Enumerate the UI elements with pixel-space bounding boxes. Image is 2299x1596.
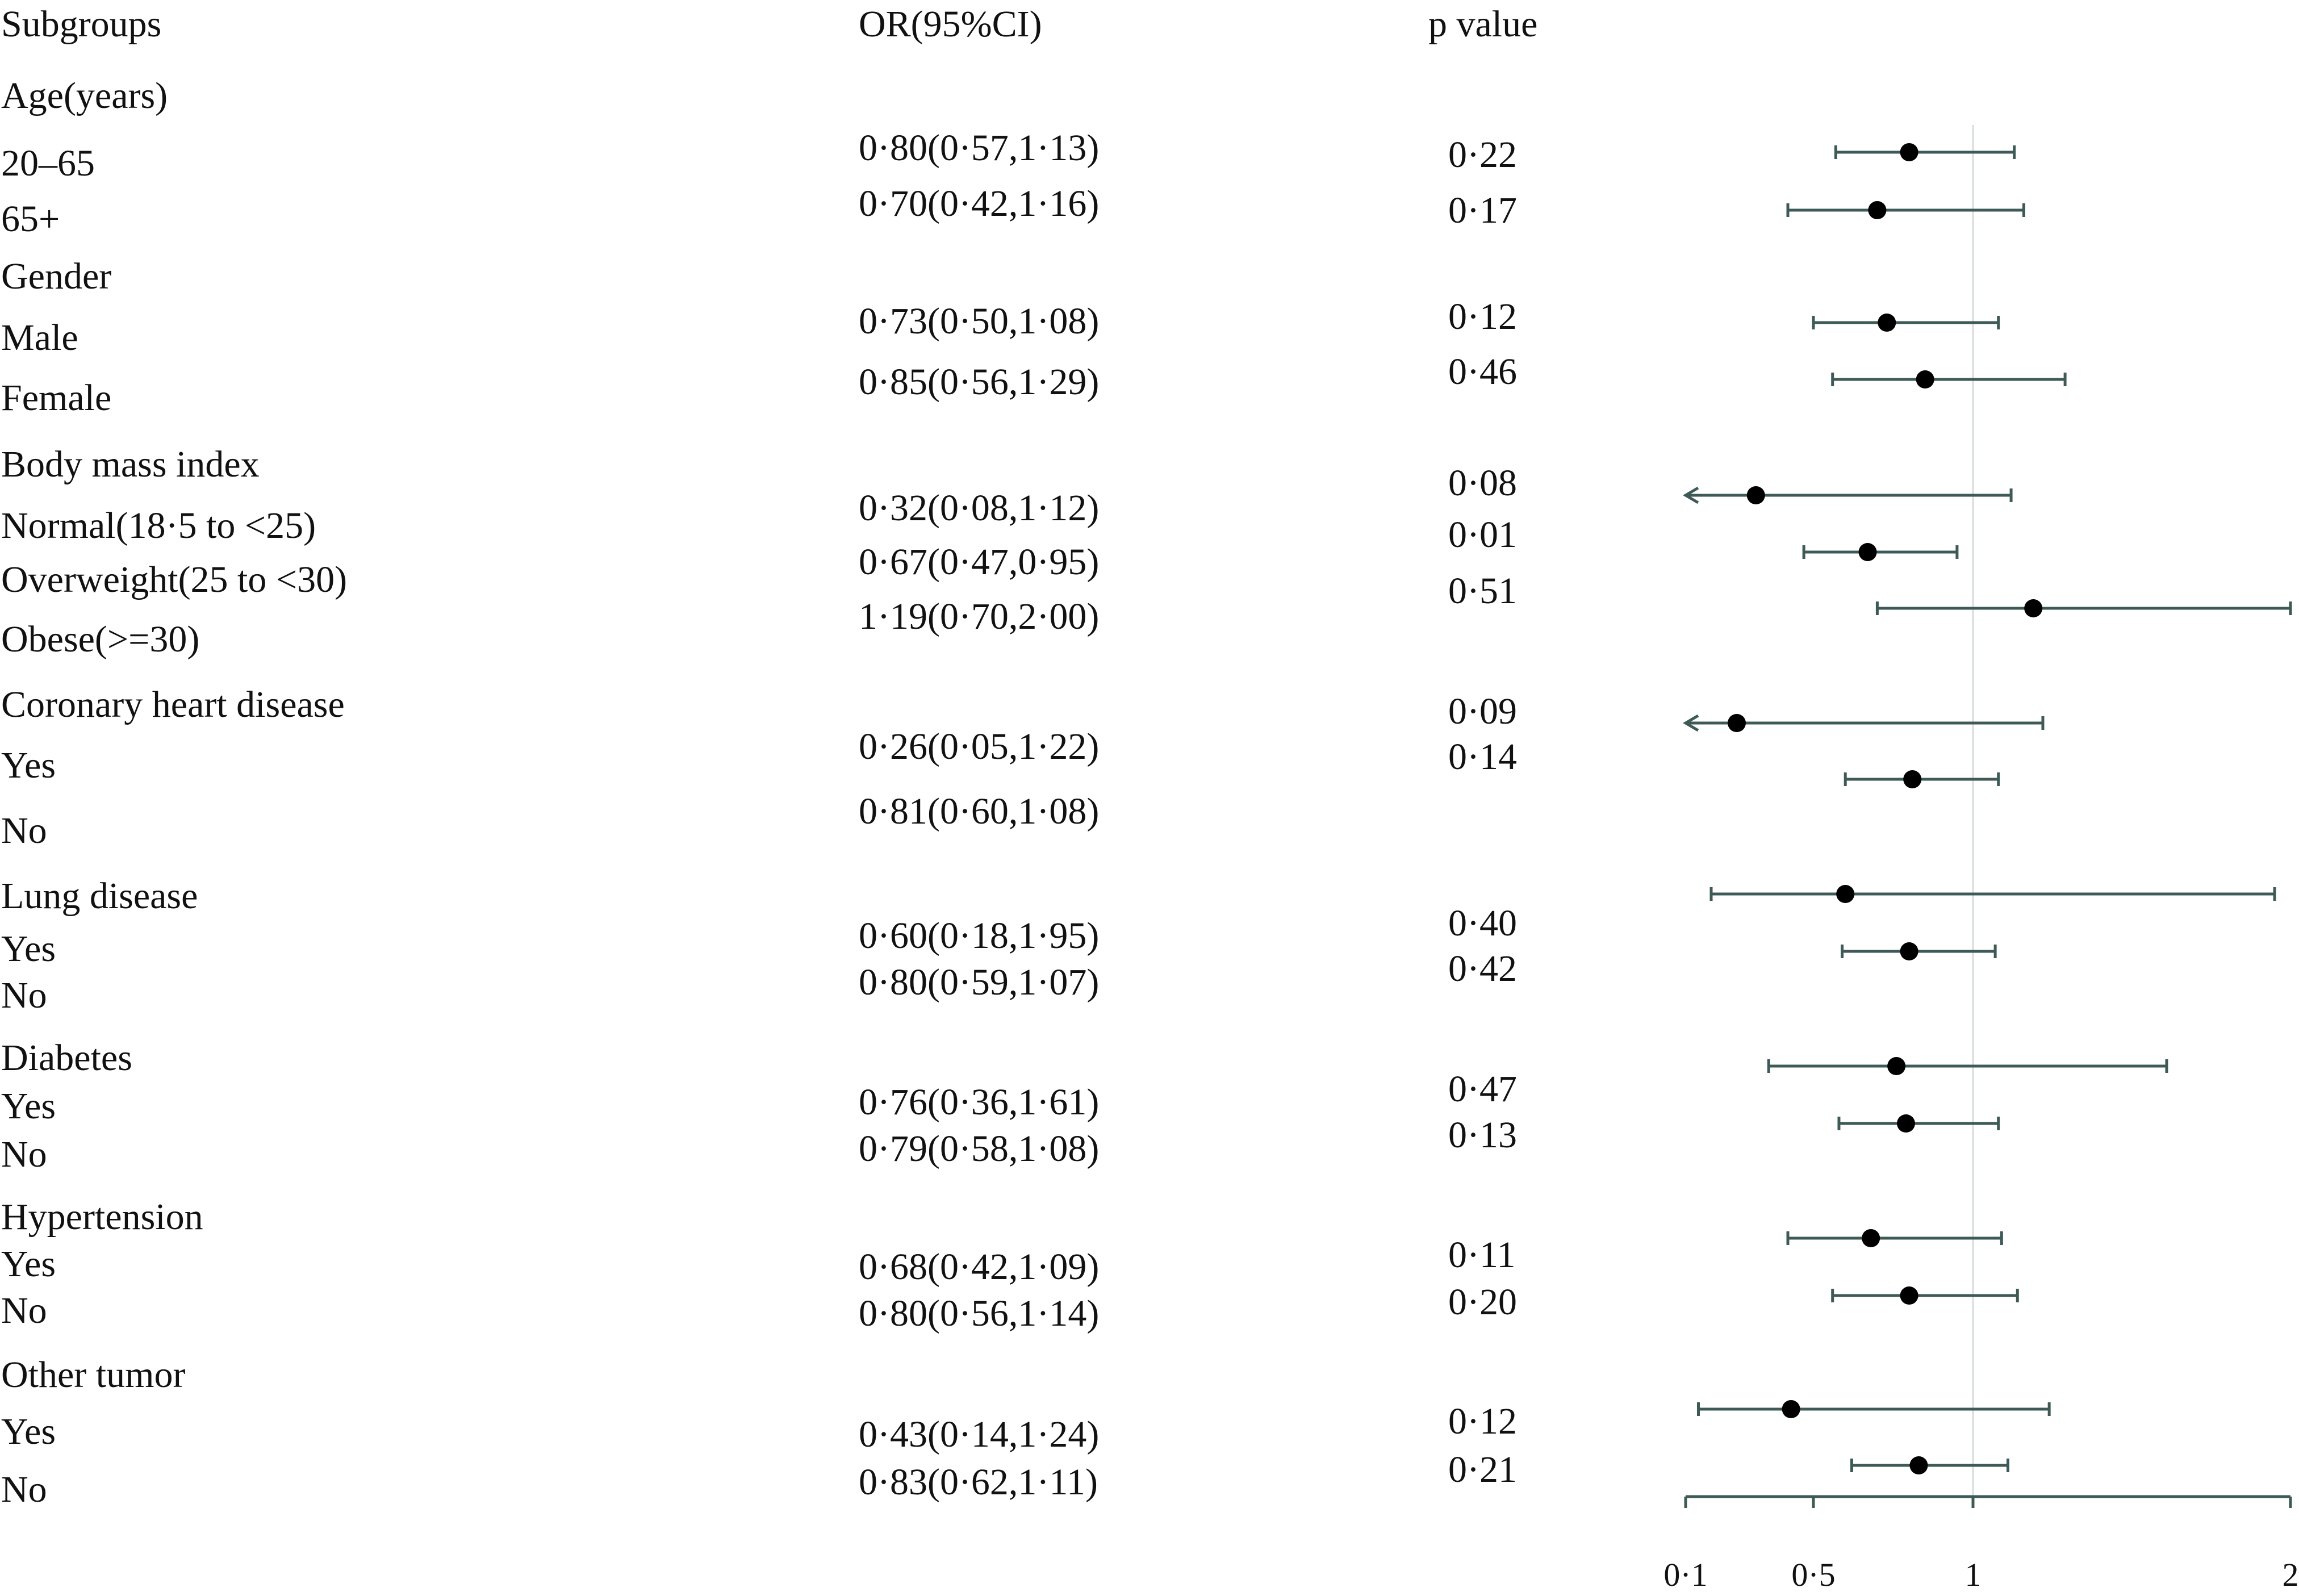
row-or-ci: 0·76(0·36,1·61): [859, 1081, 1100, 1123]
row-label: No: [1, 1290, 47, 1331]
point-estimate: [1900, 942, 1918, 960]
point-estimate: [1836, 885, 1855, 903]
row-p-value: 0·46: [1448, 351, 1517, 392]
row-label: Female: [1, 377, 112, 419]
group-title-diabetes: Diabetes: [1, 1037, 132, 1079]
row-or-ci: 0·79(0·58,1·08): [859, 1128, 1100, 1169]
row-label: No: [1, 1134, 47, 1175]
row-or-ci: 0·60(0·18,1·95): [859, 915, 1100, 956]
truncation-arrow: [1683, 486, 1699, 504]
group-title-coronary: Coronary heart disease: [1, 684, 345, 725]
row-p-value: 0·17: [1448, 190, 1517, 231]
point-estimate: [1858, 543, 1877, 561]
row-or-ci: 0·67(0·47,0·95): [859, 541, 1100, 583]
x-tick-label: 2: [2283, 1556, 2299, 1593]
row-or-ci: 0·26(0·05,1·22): [859, 726, 1100, 767]
row-or-ci: 0·70(0·42,1·16): [859, 183, 1100, 224]
row-or-ci: 0·73(0·50,1·08): [859, 300, 1100, 342]
row-p-value: 0·01: [1448, 514, 1517, 555]
point-estimate: [1903, 770, 1922, 788]
point-estimate: [1900, 143, 1918, 161]
point-estimate: [1862, 1229, 1880, 1247]
point-estimate: [1896, 1114, 1915, 1133]
row-p-value: 0·42: [1448, 948, 1517, 989]
group-title-other-tumor: Other tumor: [1, 1354, 186, 1396]
row-label: No: [1, 1469, 47, 1510]
point-estimate: [1868, 201, 1887, 219]
x-tick-label: 1: [1965, 1556, 1982, 1593]
row-p-value: 0·47: [1448, 1068, 1517, 1110]
row-p-value: 0·22: [1448, 134, 1517, 176]
row-label: Normal(18·5 to <25): [1, 505, 316, 546]
truncation-arrow: [1683, 714, 1699, 732]
row-or-ci: 0·85(0·56,1·29): [859, 361, 1100, 403]
row-label: Yes: [1, 1411, 56, 1452]
p-value-header: p value: [1428, 3, 1538, 45]
or-ci-header: OR(95%CI): [859, 3, 1042, 45]
row-p-value: 0·51: [1448, 570, 1517, 612]
row-p-value: 0·21: [1448, 1449, 1517, 1490]
row-p-value: 0·40: [1448, 903, 1517, 944]
group-title-gender: Gender: [1, 256, 112, 297]
row-p-value: 0·12: [1448, 1401, 1517, 1442]
point-estimate: [1900, 1286, 1918, 1305]
x-tick-label: 0·1: [1663, 1556, 1707, 1593]
point-estimate: [1746, 486, 1765, 504]
row-p-value: 0·09: [1448, 691, 1517, 732]
row-p-value: 0·11: [1448, 1234, 1516, 1276]
row-p-value: 0·13: [1448, 1114, 1517, 1156]
point-estimate: [1887, 1057, 1906, 1075]
row-label: Yes: [1, 928, 56, 970]
row-label: Male: [1, 317, 78, 358]
point-estimate: [1916, 370, 1934, 388]
row-or-ci: 0·80(0·56,1·14): [859, 1293, 1100, 1334]
row-or-ci: 0·68(0·42,1·09): [859, 1246, 1100, 1288]
row-or-ci: 0·80(0·57,1·13): [859, 127, 1100, 169]
row-or-ci: 1·19(0·70,2·00): [859, 596, 1100, 637]
row-label: Yes: [1, 1085, 56, 1127]
row-or-ci: 0·32(0·08,1·12): [859, 487, 1100, 529]
row-label: Overweight(25 to <30): [1, 559, 348, 600]
subgroups-header: Subgroups: [1, 3, 162, 45]
group-title-bmi: Body mass index: [1, 444, 260, 485]
row-label: Yes: [1, 1243, 56, 1285]
x-tick-label: 0·5: [1791, 1556, 1835, 1593]
group-title-age: Age(years): [1, 75, 168, 116]
row-p-value: 0·20: [1448, 1281, 1517, 1323]
row-or-ci: 0·83(0·62,1·11): [859, 1461, 1098, 1503]
row-p-value: 0·12: [1448, 296, 1517, 337]
row-or-ci: 0·80(0·59,1·07): [859, 962, 1100, 1003]
row-label: Yes: [1, 745, 56, 786]
group-title-hypertension: Hypertension: [1, 1196, 203, 1238]
row-label: 20–65: [1, 143, 95, 184]
row-label: No: [1, 810, 47, 851]
row-label: 65+: [1, 198, 60, 240]
point-estimate: [1878, 314, 1896, 332]
row-or-ci: 0·81(0·60,1·08): [859, 791, 1100, 832]
row-p-value: 0·14: [1448, 736, 1517, 778]
row-label: Obese(>=30): [1, 619, 200, 660]
point-estimate: [1909, 1456, 1928, 1474]
row-or-ci: 0·43(0·14,1·24): [859, 1414, 1100, 1455]
row-p-value: 0·08: [1448, 462, 1517, 504]
point-estimate: [1782, 1400, 1800, 1418]
point-estimate: [1728, 714, 1746, 732]
group-title-lung: Lung disease: [1, 875, 198, 917]
point-estimate: [2024, 599, 2043, 617]
row-label: No: [1, 975, 47, 1016]
